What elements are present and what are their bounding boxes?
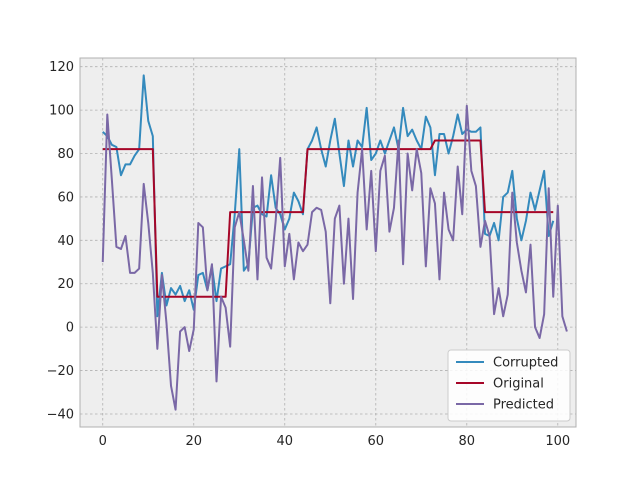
legend: Corrupted Original Predicted xyxy=(447,349,571,422)
legend-label: Original xyxy=(493,377,544,392)
y-tick-label: 80 xyxy=(57,147,74,162)
legend-label: Corrupted xyxy=(493,356,558,371)
y-tick-label: 20 xyxy=(57,277,74,292)
x-tick-label: 20 xyxy=(185,434,202,449)
y-tick-label: −40 xyxy=(47,407,74,422)
series-line-original xyxy=(102,139,554,298)
y-tick-label: 40 xyxy=(57,234,74,249)
series-line-predicted xyxy=(101,104,568,411)
y-tick-label: 100 xyxy=(49,104,74,119)
series-lines xyxy=(101,74,568,411)
y-axis: −40 −20 0 20 40 60 80 100 120 xyxy=(47,60,74,422)
series-line-corrupted xyxy=(102,74,555,318)
legend-label: Predicted xyxy=(493,398,554,413)
grid xyxy=(80,58,576,427)
x-tick-label: 80 xyxy=(459,434,476,449)
x-tick-label: 60 xyxy=(368,434,385,449)
y-tick-label: −20 xyxy=(47,364,74,379)
x-axis: 0 20 40 60 80 100 xyxy=(99,434,571,449)
x-tick-label: 40 xyxy=(276,434,293,449)
x-tick-label: 0 xyxy=(99,434,107,449)
x-tick-label: 100 xyxy=(545,434,570,449)
y-tick-label: 60 xyxy=(57,190,74,205)
y-tick-label: 120 xyxy=(49,60,74,75)
y-tick-label: 0 xyxy=(66,321,74,336)
